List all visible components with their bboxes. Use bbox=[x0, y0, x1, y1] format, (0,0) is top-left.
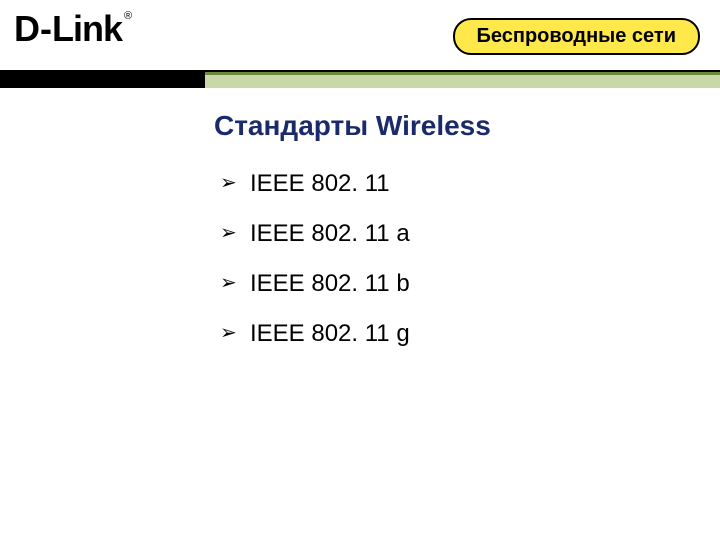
slide-content: Стандарты Wireless IEEE 802. 11 IEEE 802… bbox=[214, 110, 700, 370]
dlink-logo: D-Link® bbox=[14, 8, 129, 50]
list-item: IEEE 802. 11 g bbox=[220, 320, 700, 348]
list-item: IEEE 802. 11 b bbox=[220, 270, 700, 298]
slide-header: D-Link® Беспроводные сети bbox=[0, 0, 720, 72]
list-item-label: IEEE 802. 11 bbox=[250, 170, 390, 197]
registered-mark: ® bbox=[124, 10, 131, 22]
list-item-label: IEEE 802. 11 g bbox=[250, 320, 410, 347]
list-item-label: IEEE 802. 11 b bbox=[250, 270, 410, 297]
light-strip bbox=[205, 75, 720, 88]
header-badge: Беспроводные сети bbox=[453, 18, 700, 55]
logo-text: D-Link bbox=[14, 8, 122, 49]
slide-title: Стандарты Wireless bbox=[214, 110, 700, 142]
list-item: IEEE 802. 11 bbox=[220, 170, 700, 198]
list-item-label: IEEE 802. 11 a bbox=[250, 220, 410, 247]
dark-strip bbox=[0, 72, 205, 88]
list-item: IEEE 802. 11 a bbox=[220, 220, 700, 248]
bullet-list: IEEE 802. 11 IEEE 802. 11 a IEEE 802. 11… bbox=[214, 170, 700, 348]
